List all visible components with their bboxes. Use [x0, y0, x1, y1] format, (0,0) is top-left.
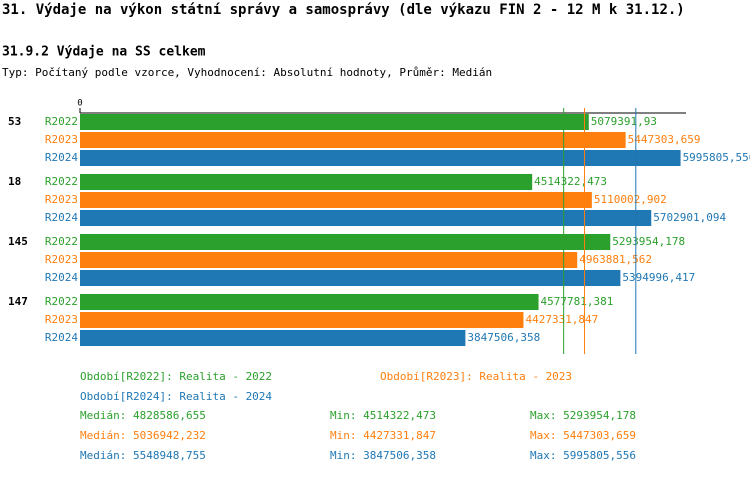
- series-label: R2024: [45, 211, 78, 224]
- legend-entry: Období[R2023]: Realita - 2023: [380, 370, 572, 383]
- value-label: 5995805,556: [683, 151, 750, 164]
- series-label: R2023: [45, 133, 78, 146]
- series-label: R2022: [45, 175, 78, 188]
- min-text: Min: 4514322,473: [330, 409, 436, 422]
- value-label: 4577781,381: [541, 295, 614, 308]
- median-text: Medián: 5036942,232: [80, 429, 206, 442]
- bar: [80, 210, 652, 226]
- bar: [80, 252, 578, 268]
- bar: [80, 150, 681, 166]
- series-label: R2022: [45, 295, 78, 308]
- bar: [80, 174, 533, 190]
- bar: [80, 312, 524, 328]
- series-label: R2023: [45, 253, 78, 266]
- min-text: Min: 3847506,358: [330, 449, 436, 462]
- chart-subtitle: 31.9.2 Výdaje na SS celkem: [2, 45, 206, 60]
- group-label: 18: [8, 175, 21, 188]
- bar: [80, 330, 466, 346]
- group-label: 147: [8, 295, 28, 308]
- value-label: 4514322,473: [534, 175, 607, 188]
- legend-entry: Období[R2022]: Realita - 2022: [80, 370, 272, 383]
- bar: [80, 132, 626, 148]
- max-text: Max: 5447303,659: [530, 429, 636, 442]
- value-label: 5293954,178: [612, 235, 685, 248]
- chart-title: 31. Výdaje na výkon státní správy a samo…: [2, 2, 685, 18]
- series-label: R2023: [45, 193, 78, 206]
- group-label: 145: [8, 235, 28, 248]
- bar: [80, 114, 589, 130]
- value-label: 5110002,902: [594, 193, 667, 206]
- value-label: 5447303,659: [628, 133, 701, 146]
- series-label: R2024: [45, 151, 78, 164]
- value-label: 5394996,417: [622, 271, 695, 284]
- series-label: R2023: [45, 313, 78, 326]
- bar: [80, 270, 621, 286]
- value-label: 4427331,847: [525, 313, 598, 326]
- chart-info: Typ: Počítaný podle vzorce, Vyhodnocení:…: [2, 66, 492, 79]
- legend-entry: Období[R2024]: Realita - 2024: [80, 390, 272, 403]
- min-text: Min: 4427331,847: [330, 429, 436, 442]
- value-label: 3847506,358: [467, 331, 540, 344]
- series-label: R2024: [45, 331, 78, 344]
- median-text: Medián: 5548948,755: [80, 449, 206, 462]
- median-text: Medián: 4828586,655: [80, 409, 206, 422]
- value-label: 5079391,93: [591, 115, 657, 128]
- series-label: R2024: [45, 271, 78, 284]
- value-label: 4963881,562: [579, 253, 652, 266]
- bar: [80, 234, 611, 250]
- group-label: 53: [8, 115, 21, 128]
- max-text: Max: 5293954,178: [530, 409, 636, 422]
- value-label: 5702901,094: [653, 211, 726, 224]
- series-label: R2022: [45, 235, 78, 248]
- max-text: Max: 5995805,556: [530, 449, 636, 462]
- series-label: R2022: [45, 115, 78, 128]
- bar: [80, 294, 539, 310]
- x-tick-label: 0: [77, 99, 82, 109]
- bar: [80, 192, 592, 208]
